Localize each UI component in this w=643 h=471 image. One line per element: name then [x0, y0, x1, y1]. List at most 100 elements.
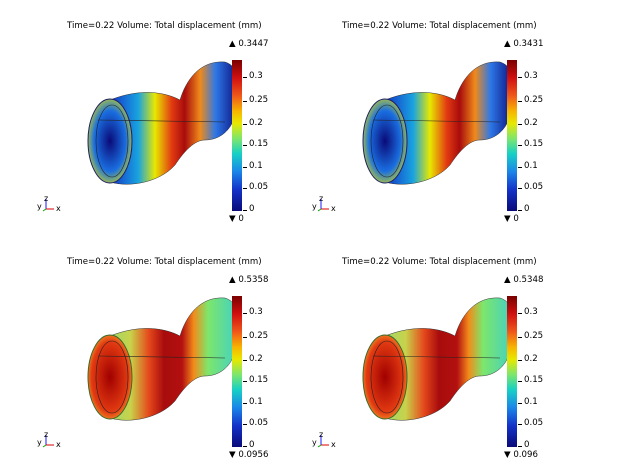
nozzle-3d-plot: [87, 297, 239, 421]
nozzle-opening: [87, 98, 133, 184]
svg-text:x: x: [56, 440, 61, 449]
up-triangle-icon: ▲: [229, 275, 236, 285]
colorbar-tick: [518, 381, 522, 382]
svg-text:y: y: [312, 438, 317, 447]
down-triangle-icon: ▼: [229, 214, 236, 224]
colorbar-tick-label: 0.15: [524, 139, 544, 149]
colorbar-tick: [518, 188, 522, 189]
plot-panel-1: Time=0.22 Volume: Total displacement (mm…: [0, 0, 320, 235]
colorbar-min: ▼ 0: [504, 214, 519, 224]
nozzle-3d-plot: [362, 297, 514, 421]
colorbar-tick-label: 0.1: [249, 397, 263, 407]
colorbar-tick-label: 0: [249, 440, 255, 450]
nozzle-opening: [362, 334, 408, 420]
colorbar-tick-label: 0.15: [249, 375, 269, 385]
up-triangle-icon: ▲: [504, 39, 511, 49]
colorbar-tick-label: 0.25: [524, 95, 544, 105]
colorbar-tick: [243, 337, 247, 338]
plot-title: Time=0.22 Volume: Total displacement (mm…: [342, 257, 537, 267]
colorbar: [507, 296, 517, 447]
down-triangle-icon: ▼: [504, 450, 511, 460]
plot-title: Time=0.22 Volume: Total displacement (mm…: [67, 21, 262, 31]
colorbar-tick-label: 0.25: [524, 331, 544, 341]
colorbar-tick-label: 0: [524, 440, 530, 450]
plot-title: Time=0.22 Volume: Total displacement (mm…: [67, 257, 262, 267]
colorbar-tick-label: 0.2: [249, 118, 263, 128]
colorbar-tick: [243, 124, 247, 125]
symmetry-line: [372, 355, 501, 359]
nozzle-rim: [95, 104, 129, 178]
colorbar: [507, 60, 517, 211]
colorbar-tick-label: 0.1: [524, 397, 538, 407]
svg-text:z: z: [44, 195, 48, 203]
colorbar-tick-label: 0.15: [249, 139, 269, 149]
colorbar-max: ▲ 0.5358: [229, 275, 269, 285]
svg-text:y: y: [37, 438, 42, 447]
up-triangle-icon: ▲: [504, 275, 511, 285]
colorbar-tick-label: 0.1: [524, 161, 538, 171]
svg-text:y: y: [37, 202, 42, 211]
colorbar-tick-label: 0.3: [524, 71, 538, 81]
colorbar-tick: [243, 381, 247, 382]
colorbar-tick: [518, 210, 522, 211]
colorbar-min: ▼ 0.096: [504, 450, 538, 460]
down-triangle-icon: ▼: [504, 214, 511, 224]
colorbar: [232, 296, 242, 447]
svg-text:z: z: [319, 431, 323, 439]
colorbar-max: ▲ 0.3431: [504, 39, 544, 49]
colorbar-tick: [243, 77, 247, 78]
colorbar-tick-label: 0.15: [524, 375, 544, 385]
colorbar-tick-label: 0.05: [524, 182, 544, 192]
colorbar-tick: [243, 167, 247, 168]
svg-text:x: x: [331, 204, 336, 213]
colorbar-tick: [518, 337, 522, 338]
nozzle-opening: [362, 98, 408, 184]
colorbar-tick: [243, 313, 247, 314]
colorbar-tick: [518, 124, 522, 125]
axes-icon: yzx: [312, 430, 336, 449]
symmetry-line: [372, 119, 501, 123]
colorbar-tick: [518, 145, 522, 146]
colorbar-tick-label: 0: [524, 204, 530, 214]
nozzle-opening: [87, 334, 133, 420]
colorbar-tick: [243, 424, 247, 425]
nozzle-3d-plot: [87, 61, 239, 185]
plot-panel-4: Time=0.22 Volume: Total displacement (mm…: [275, 236, 595, 471]
colorbar-tick-label: 0.2: [524, 354, 538, 364]
colorbar: [232, 60, 242, 211]
svg-text:z: z: [319, 195, 323, 203]
colorbar-tick: [243, 145, 247, 146]
colorbar-tick: [243, 210, 247, 211]
colorbar-tick: [243, 360, 247, 361]
colorbar-tick-label: 0.3: [249, 71, 263, 81]
svg-text:x: x: [331, 440, 336, 449]
colorbar-tick: [243, 188, 247, 189]
svg-text:y: y: [312, 202, 317, 211]
plot-panel-3: Time=0.22 Volume: Total displacement (mm…: [0, 236, 320, 471]
colorbar-tick-label: 0.2: [524, 118, 538, 128]
symmetry-line: [97, 119, 226, 123]
colorbar-tick-label: 0.1: [249, 161, 263, 171]
colorbar-tick-label: 0.2: [249, 354, 263, 364]
colorbar-min: ▼ 0.0956: [229, 450, 269, 460]
colorbar-max: ▲ 0.3447: [229, 39, 269, 49]
nozzle-rim: [370, 340, 404, 414]
colorbar-tick: [518, 403, 522, 404]
colorbar-max: ▲ 0.5348: [504, 275, 544, 285]
colorbar-tick: [518, 313, 522, 314]
down-triangle-icon: ▼: [229, 450, 236, 460]
symmetry-line: [97, 355, 226, 359]
colorbar-tick: [243, 403, 247, 404]
axes-icon: yzx: [312, 194, 336, 213]
axes-icon: yzx: [37, 430, 61, 449]
colorbar-tick-label: 0.05: [249, 418, 269, 428]
colorbar-tick-label: 0.3: [524, 307, 538, 317]
colorbar-tick-label: 0.05: [249, 182, 269, 192]
colorbar-tick: [518, 77, 522, 78]
colorbar-tick: [243, 101, 247, 102]
plot-panel-2: Time=0.22 Volume: Total displacement (mm…: [275, 0, 595, 235]
colorbar-tick-label: 0: [249, 204, 255, 214]
